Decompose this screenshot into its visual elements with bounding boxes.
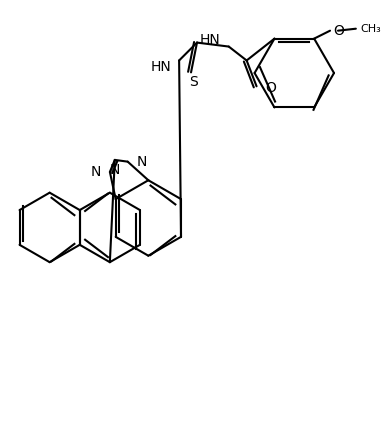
- Text: N: N: [110, 163, 120, 177]
- Text: CH₃: CH₃: [361, 24, 381, 34]
- Text: HN: HN: [151, 60, 171, 74]
- Text: N: N: [91, 165, 101, 179]
- Text: S: S: [189, 75, 198, 89]
- Text: O: O: [265, 81, 276, 95]
- Text: HN: HN: [200, 33, 221, 47]
- Text: N: N: [137, 155, 147, 168]
- Text: O: O: [333, 24, 344, 38]
